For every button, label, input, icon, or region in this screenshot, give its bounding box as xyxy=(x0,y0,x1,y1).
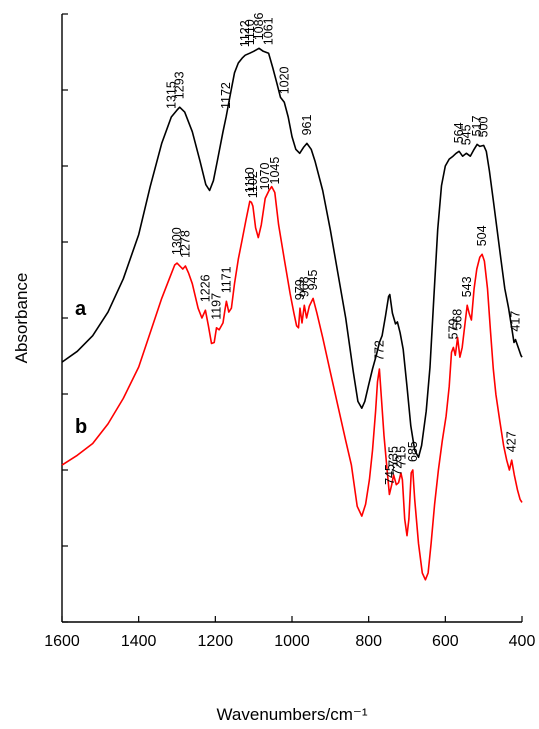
peak-label-a: 1086 xyxy=(252,12,266,40)
x-tick-label: 1200 xyxy=(198,633,234,650)
peak-label-b: 427 xyxy=(505,431,519,452)
peak-label-b: 1171 xyxy=(219,266,233,293)
peak-label-b: 685 xyxy=(406,441,420,462)
peak-label-a: 417 xyxy=(509,311,523,332)
peak-label-b: 1070 xyxy=(258,163,272,191)
peak-label-b: 543 xyxy=(460,276,474,297)
series-a-label: a xyxy=(75,298,87,320)
peak-label-b: 715 xyxy=(394,446,408,467)
peak-label-a: 961 xyxy=(300,114,314,135)
peak-label-a: 1020 xyxy=(277,66,291,94)
peak-label-b: 1110 xyxy=(243,167,257,193)
y-axis-title: Absorbance xyxy=(12,273,31,364)
peak-label-a: 517 xyxy=(470,115,484,136)
peak-label-b: 945 xyxy=(306,269,320,290)
x-tick-label: 1000 xyxy=(274,633,310,650)
peak-label-a: 1061 xyxy=(262,17,276,45)
peak-label-a: 1293 xyxy=(173,71,187,99)
y-axis-ticks xyxy=(62,13,68,623)
peak-label-a: 1172 xyxy=(219,82,233,109)
peak-label-a: 564 xyxy=(452,122,466,143)
peak-label-b: 568 xyxy=(451,309,465,330)
peak-label-b: 1278 xyxy=(178,230,192,258)
peak-label-b: 745 xyxy=(383,464,397,485)
series-b-label: b xyxy=(75,416,87,438)
x-tick-label: 1600 xyxy=(44,633,80,650)
peak-label-b: 968 xyxy=(297,276,311,297)
series-letters: ab xyxy=(75,298,87,438)
series-b-line xyxy=(61,185,523,581)
x-tick-label: 600 xyxy=(432,633,459,650)
peak-label-b: 1300 xyxy=(170,227,184,255)
peak-label-b: 1102 xyxy=(246,171,260,198)
peak-label-b: 1226 xyxy=(198,274,212,302)
peak-label-a: 545 xyxy=(459,124,473,145)
spectra-lines xyxy=(61,47,523,581)
peak-label-b: 1197 xyxy=(210,293,224,320)
axes: 1600 1400 1200 1000 800 600 400 xyxy=(44,13,535,650)
peak-label-b: 979 xyxy=(293,279,307,300)
peak-label-b: 772 xyxy=(372,340,386,361)
x-tick-label: 400 xyxy=(509,633,536,650)
peak-label-a: 1122 xyxy=(238,20,252,47)
peak-label-b: 1045 xyxy=(268,157,282,185)
peak-label-a: 1315 xyxy=(164,81,178,109)
peak-label-b: 579 xyxy=(446,318,460,339)
x-axis-ticks: 1600 1400 1200 1000 800 600 400 xyxy=(44,616,535,650)
x-axis-title: Wavenumbers/cm⁻¹ xyxy=(217,705,368,724)
peak-label-a: 1110 xyxy=(243,19,257,45)
x-tick-label: 1400 xyxy=(121,633,157,650)
peak-label-b: 735 xyxy=(387,446,401,467)
series-a-line xyxy=(61,47,523,459)
peak-label-b: 725 xyxy=(390,455,404,476)
peak-label-b: 504 xyxy=(475,225,489,246)
x-tick-label: 800 xyxy=(355,633,382,650)
peak-label-a: 500 xyxy=(477,116,491,137)
